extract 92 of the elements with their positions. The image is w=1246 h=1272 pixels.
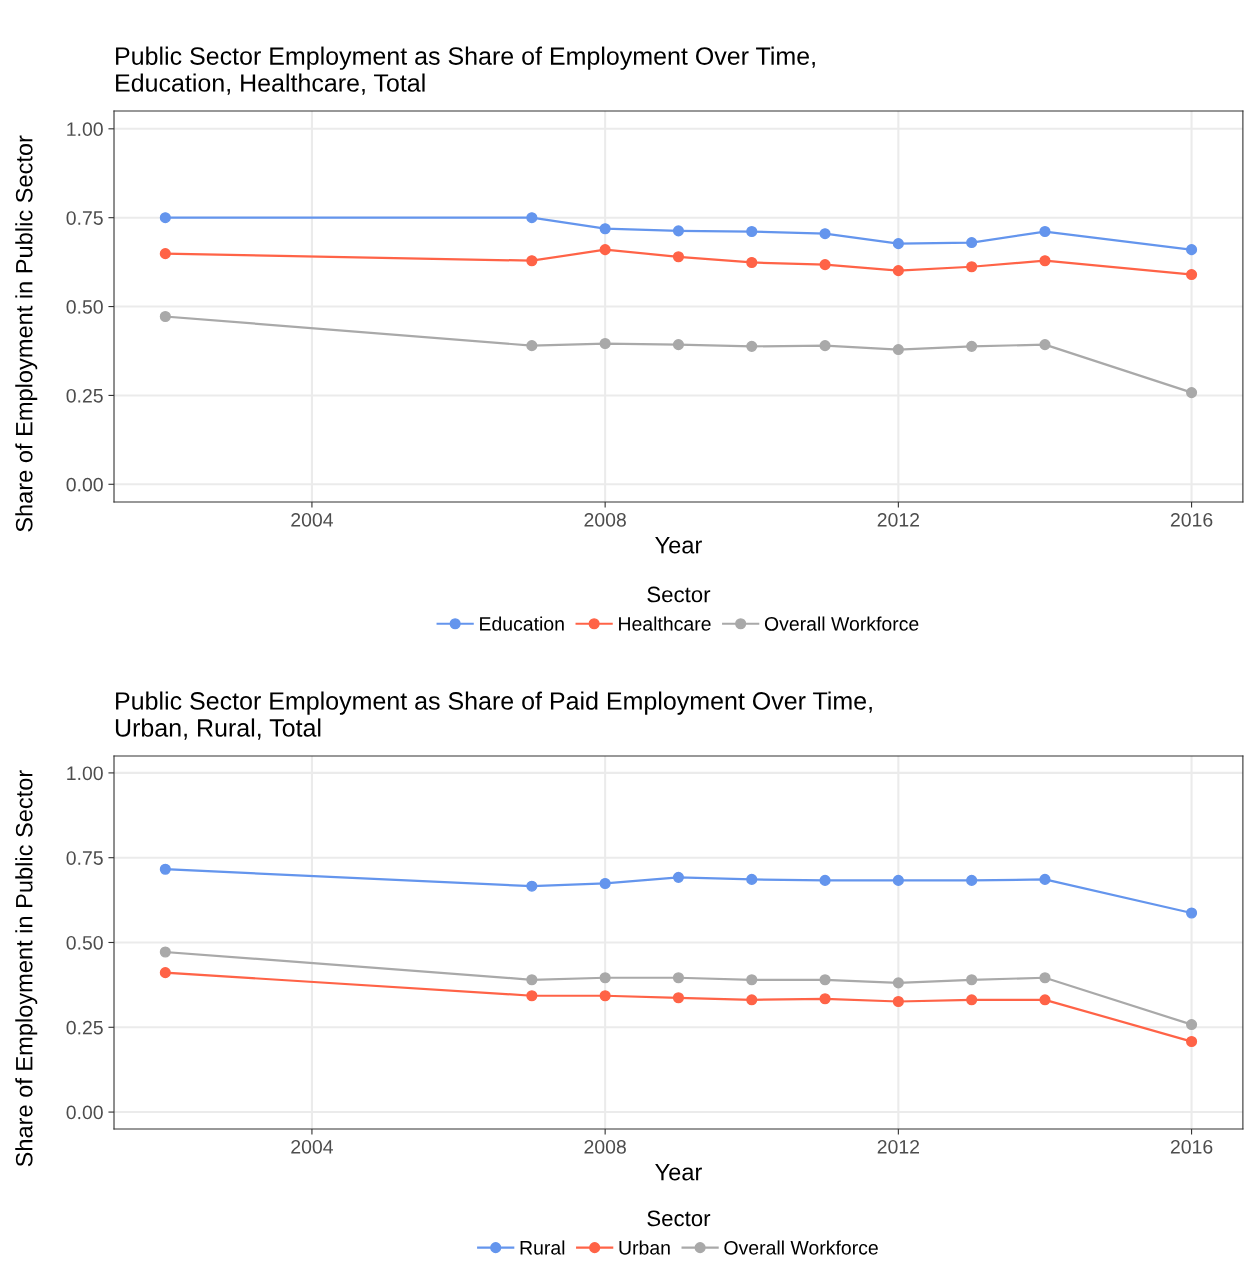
point: [892, 995, 904, 1008]
point: [1186, 387, 1198, 399]
legend-title: Sector: [647, 586, 711, 603]
y-tick-label: 0.00: [66, 1105, 103, 1120]
point: [1039, 225, 1051, 238]
point: [159, 212, 171, 224]
y-axis-title: Share of Employment in Public Sector: [15, 770, 38, 1167]
point: [159, 863, 171, 875]
point: [599, 337, 611, 350]
point: [672, 972, 685, 984]
point: [1039, 994, 1051, 1006]
point: [819, 974, 831, 986]
point: [746, 873, 758, 885]
x-tick-label: 2008: [584, 1139, 626, 1154]
point: [746, 994, 758, 1006]
x-tick-label: 2004: [291, 1139, 333, 1154]
point: [819, 259, 831, 271]
point: [1186, 1035, 1198, 1048]
x-tick-label: 2016: [1170, 512, 1213, 527]
y-tick-label: 0.50: [66, 935, 103, 950]
point: [819, 993, 831, 1005]
point: [672, 871, 685, 883]
point: [1186, 269, 1198, 281]
point: [526, 990, 538, 1002]
point: [746, 974, 758, 986]
y-tick-label: 0.25: [66, 1020, 103, 1035]
point: [526, 212, 538, 224]
legend-label: Education: [480, 616, 564, 631]
point: [892, 874, 904, 886]
legend-label: Healthcare: [619, 616, 711, 631]
x-tick-label: 2012: [877, 512, 920, 527]
y-tick-label: 1.00: [67, 122, 103, 137]
x-tick-label: 2012: [877, 1139, 920, 1154]
point: [1039, 873, 1051, 885]
point: [526, 974, 538, 986]
point: [1186, 1019, 1198, 1031]
point: [966, 237, 978, 249]
point: [599, 877, 611, 890]
point: [966, 994, 978, 1006]
legend-title: Sector: [647, 1210, 711, 1227]
point: [966, 874, 978, 886]
point: [599, 223, 611, 235]
point: [672, 251, 685, 263]
point: [159, 946, 171, 958]
x-axis-title: Year: [655, 537, 702, 554]
x-axis-title: Year: [655, 1163, 702, 1181]
y-tick-label: 0.75: [66, 851, 103, 865]
point: [672, 225, 685, 237]
legend-label: Overall Workforce: [764, 616, 919, 631]
y-axis-title: Share of Employment in Public Sector: [15, 135, 38, 532]
point: [819, 340, 831, 352]
y-tick-label: 1.00: [67, 766, 103, 781]
point: [966, 340, 978, 352]
point: [966, 261, 978, 273]
point: [1186, 907, 1198, 919]
point: [159, 248, 171, 260]
legend-label: Rural: [520, 1240, 565, 1255]
y-tick-label: 0.75: [66, 211, 103, 225]
point: [1039, 972, 1051, 984]
x-tick-label: 2008: [584, 512, 626, 527]
point: [892, 238, 904, 250]
point: [892, 344, 904, 356]
chart-title: Public Sector Employment as Share of Employment Over Time, Education, Healthcare, Total: [116, 46, 815, 95]
point: [746, 340, 758, 352]
y-tick-label: 0.00: [66, 477, 103, 492]
legend-label: Urban: [619, 1240, 670, 1255]
x-tick-label: 2016: [1170, 1139, 1213, 1154]
point: [599, 990, 611, 1002]
point: [1039, 339, 1051, 351]
point: [1039, 255, 1051, 267]
point: [966, 974, 978, 986]
point: [526, 340, 538, 352]
chart-title: Public Sector Employment as Share of Paid Employment Over Time, Urban, Rural, Total: [115, 691, 872, 740]
point: [892, 265, 904, 277]
y-tick-label: 0.25: [66, 388, 103, 403]
point: [819, 228, 831, 240]
x-tick-label: 2004: [291, 512, 333, 527]
y-tick-label: 0.50: [66, 300, 103, 314]
legend-label: Overall Workforce: [724, 1240, 878, 1255]
point: [746, 256, 758, 269]
point: [526, 880, 538, 892]
point: [599, 972, 611, 984]
point: [672, 992, 685, 1004]
point: [892, 977, 904, 989]
point: [672, 339, 685, 351]
point: [1186, 244, 1198, 256]
point: [599, 244, 611, 256]
point: [526, 255, 538, 267]
point: [159, 310, 171, 323]
point: [746, 225, 758, 238]
point: [819, 874, 831, 886]
point: [159, 967, 171, 979]
